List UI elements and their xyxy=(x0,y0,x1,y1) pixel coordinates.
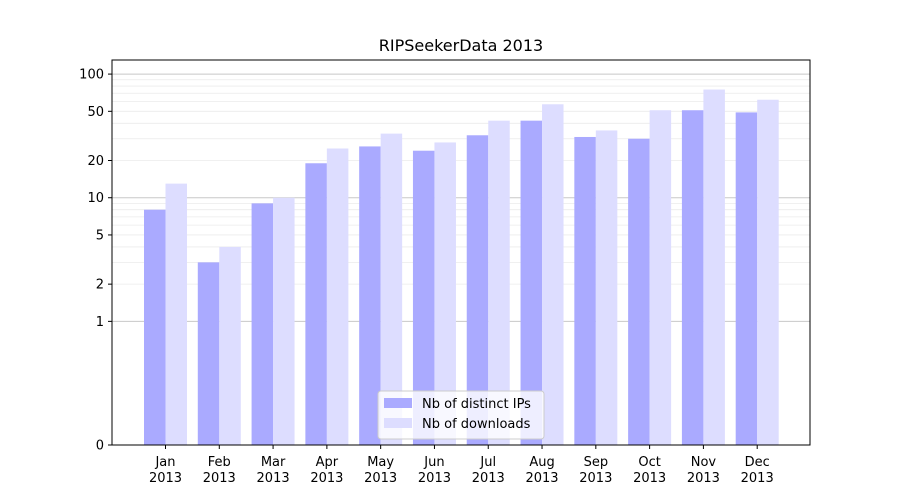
y-tick-label: 1 xyxy=(96,315,104,330)
x-tick-label-month: Aug xyxy=(529,455,554,470)
y-tick-label: 100 xyxy=(79,68,104,83)
bar-distinct-ips xyxy=(681,110,704,445)
bar-downloads xyxy=(380,133,403,445)
bar-downloads xyxy=(757,99,779,445)
bar-distinct-ips xyxy=(466,135,489,445)
bar-distinct-ips xyxy=(735,112,758,446)
x-tick-label-year: 2013 xyxy=(741,471,774,486)
bar-downloads xyxy=(595,130,618,445)
bar-downloads xyxy=(165,183,187,445)
bar-downloads xyxy=(649,110,672,445)
bar-downloads xyxy=(326,148,349,445)
x-tick-label-month: May xyxy=(367,455,394,470)
legend-label: Nb of distinct IPs xyxy=(422,397,531,412)
x-axis-ticks: Jan2013Feb2013Mar2013Apr2013May2013Jun20… xyxy=(149,445,774,486)
x-tick-label-year: 2013 xyxy=(310,471,343,486)
x-tick-label-month: Jul xyxy=(479,455,496,470)
x-tick-label-month: Nov xyxy=(691,455,717,470)
bar-distinct-ips xyxy=(520,120,543,446)
bar-downloads xyxy=(542,104,564,445)
bar-distinct-ips xyxy=(251,203,274,445)
x-tick-label-month: Dec xyxy=(745,455,770,470)
legend-label: Nb of downloads xyxy=(422,417,531,432)
bar-distinct-ips xyxy=(628,138,650,446)
bar-distinct-ips xyxy=(359,146,381,445)
bars xyxy=(144,89,779,446)
x-tick-label-month: Jan xyxy=(154,455,175,470)
x-tick-label-month: Jun xyxy=(423,455,444,470)
y-tick-label: 50 xyxy=(87,105,104,120)
x-tick-label-year: 2013 xyxy=(203,471,236,486)
bar-downloads xyxy=(434,142,456,445)
y-tick-label: 10 xyxy=(87,191,104,206)
bar-downloads xyxy=(703,89,725,445)
legend-swatch xyxy=(384,418,412,428)
x-tick-label-month: Sep xyxy=(584,455,609,470)
grid-lines xyxy=(112,73,810,322)
x-tick-label-year: 2013 xyxy=(257,471,290,486)
bar-distinct-ips xyxy=(197,262,220,445)
y-tick-label: 20 xyxy=(87,154,104,169)
bar-distinct-ips xyxy=(144,209,166,445)
bar-distinct-ips xyxy=(305,163,327,445)
legend-box xyxy=(377,390,545,440)
bar-distinct-ips xyxy=(574,136,596,445)
x-tick-label-year: 2013 xyxy=(418,471,451,486)
bar-downloads xyxy=(273,197,295,445)
x-tick-label-year: 2013 xyxy=(149,471,182,486)
y-axis-ticks: 0 1 2 5 10 20 50 100 xyxy=(79,68,112,454)
legend: Nb of distinct IPs Nb of downloads xyxy=(377,390,545,440)
bar-downloads xyxy=(219,246,241,445)
y-tick-label: 2 xyxy=(96,278,104,293)
x-tick-label-year: 2013 xyxy=(687,471,720,486)
bar-distinct-ips xyxy=(412,150,435,445)
y-tick-label: 5 xyxy=(96,228,104,243)
x-tick-label-year: 2013 xyxy=(525,471,558,486)
legend-swatch xyxy=(384,398,412,408)
x-tick-label-year: 2013 xyxy=(472,471,505,486)
x-tick-label-year: 2013 xyxy=(579,471,612,486)
bar-downloads xyxy=(488,120,510,446)
x-tick-label-month: Apr xyxy=(316,455,339,470)
x-tick-label-year: 2013 xyxy=(364,471,397,486)
y-tick-label: 0 xyxy=(96,439,104,454)
x-tick-label-month: Oct xyxy=(638,455,660,470)
x-tick-label-year: 2013 xyxy=(633,471,666,486)
plot-area-frame xyxy=(111,59,811,446)
x-tick-label-month: Feb xyxy=(208,455,231,470)
x-tick-label-month: Mar xyxy=(261,455,286,470)
chart-title: RIPSeekerData 2013 xyxy=(379,36,543,55)
